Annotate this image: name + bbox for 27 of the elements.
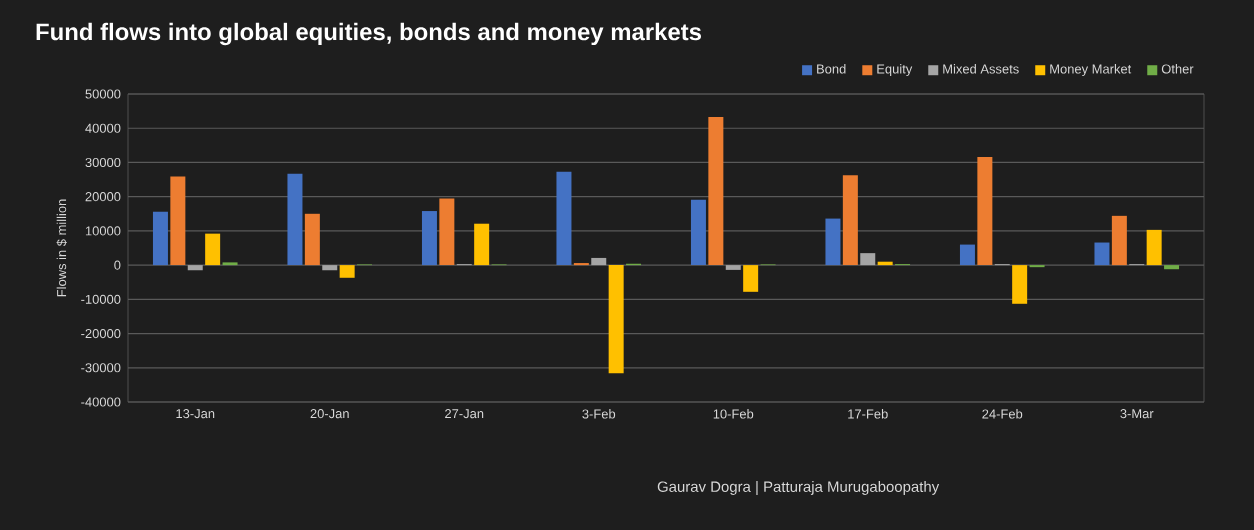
bar [591,257,607,266]
bar [322,265,338,271]
bar [474,223,490,266]
chart-title: Fund flows into global equities, bonds and money markets [36,22,701,46]
bar [1111,215,1127,266]
bar [439,198,455,266]
bar [339,265,355,278]
bar [743,265,759,292]
bar [708,116,724,266]
bar [287,173,303,266]
bar [152,211,168,266]
bar [825,218,841,266]
bar [170,176,186,266]
bar [1146,229,1162,266]
bar [959,244,975,266]
bar [187,265,203,271]
bar [860,253,876,266]
bar [556,171,572,266]
bar [977,156,993,266]
bar [304,213,320,266]
bar [690,199,706,266]
bar [842,175,858,266]
bar [1094,242,1110,266]
bar [1012,265,1028,304]
bar [608,265,624,374]
bar [421,211,437,266]
bar [205,233,221,266]
